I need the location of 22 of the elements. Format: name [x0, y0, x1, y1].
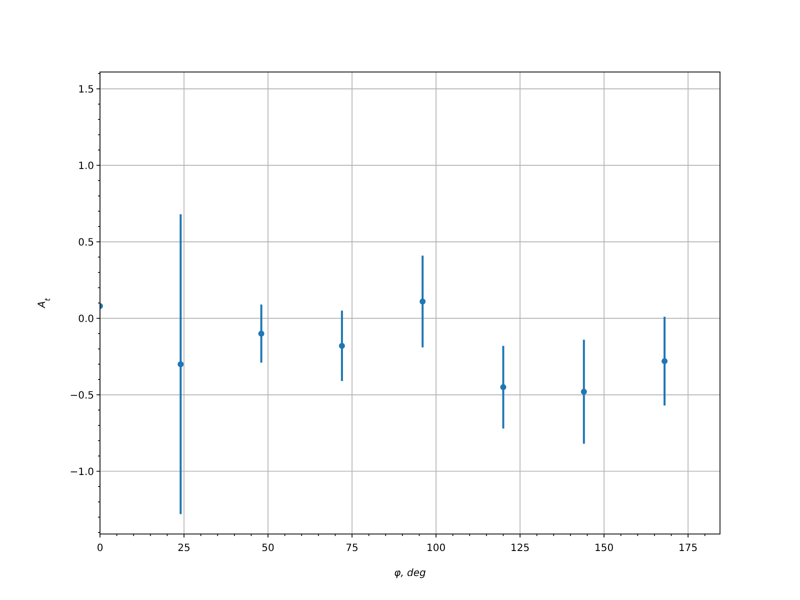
- y-tick-label: 1.5: [78, 84, 94, 96]
- x-tick-label: 150: [594, 543, 614, 554]
- y-tick-label: 1.0: [78, 160, 94, 172]
- y-tick-label: −0.5: [70, 390, 94, 402]
- x-axis-title: φ, deg: [394, 568, 426, 579]
- x-tick-label: 0: [96, 543, 104, 554]
- x-tick-label: 50: [262, 543, 274, 554]
- x-tick-label: 100: [426, 543, 446, 554]
- x-tick-label: 75: [346, 543, 358, 554]
- x-tick-label: 125: [510, 543, 530, 554]
- point: [338, 342, 345, 349]
- point: [580, 388, 587, 395]
- point: [178, 361, 184, 368]
- x-tick-label: 175: [678, 543, 698, 554]
- point: [420, 298, 426, 304]
- y-tick-label: 0.0: [78, 314, 94, 325]
- y-tick-label: 0.5: [78, 237, 94, 248]
- y-tick-label: −1.0: [70, 466, 94, 478]
- point: [662, 358, 668, 364]
- point: [258, 330, 264, 337]
- x-tick-label: 25: [178, 543, 190, 554]
- point: [500, 384, 506, 390]
